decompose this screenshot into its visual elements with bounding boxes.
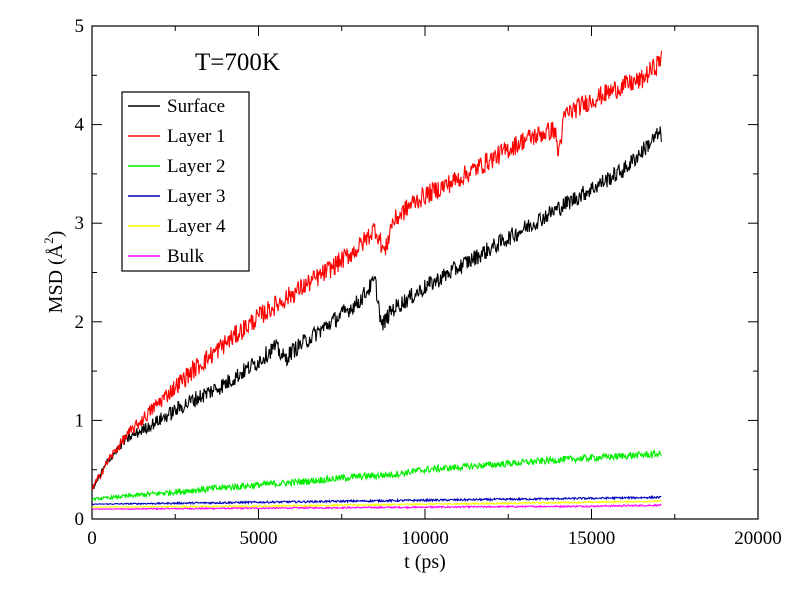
y-axis-label-prefix: MSD ( bbox=[45, 258, 67, 313]
y-tick-label: 2 bbox=[75, 312, 85, 333]
x-tick-label: 20000 bbox=[734, 528, 782, 549]
x-axis-label: t (ps) bbox=[404, 551, 446, 573]
temperature-annotation: T=700K bbox=[195, 49, 280, 76]
legend-box bbox=[121, 91, 250, 272]
y-axis-label: MSD (Å2) bbox=[41, 231, 67, 314]
legend-label: Surface bbox=[167, 96, 225, 117]
series-line-surface bbox=[91, 126, 662, 490]
x-tick-label: 5000 bbox=[240, 528, 278, 549]
legend: Surface Layer 1 Layer 2 Layer 3 Layer 4 Bulk bbox=[121, 91, 250, 272]
y-axis-label-suffix: ) bbox=[45, 231, 67, 238]
y-tick-label: 3 bbox=[75, 213, 85, 234]
x-tick-label: 0 bbox=[87, 528, 97, 549]
y-tick-label: 1 bbox=[75, 410, 85, 431]
legend-label: Layer 2 bbox=[167, 156, 226, 177]
legend-label: Layer 4 bbox=[167, 216, 226, 237]
x-tick-label: 10000 bbox=[401, 528, 449, 549]
legend-label: Layer 3 bbox=[167, 186, 226, 207]
series-line-bulk bbox=[91, 503, 662, 511]
y-axis-label-angstrom: Å bbox=[45, 243, 67, 258]
x-tick-label: 15000 bbox=[568, 528, 616, 549]
y-axis-label-exponent: 2 bbox=[41, 237, 56, 244]
series-line-layer-1 bbox=[91, 50, 662, 490]
series-line-layer-4 bbox=[91, 499, 662, 509]
y-tick-label: 4 bbox=[75, 115, 85, 136]
y-tick-label: 0 bbox=[75, 509, 85, 530]
tick-label-layer: 0 5000 10000 15000 20000 0 1 2 3 4 5 bbox=[75, 16, 782, 549]
series-layer bbox=[91, 50, 662, 511]
series-line-layer-2 bbox=[91, 449, 662, 502]
legend-label: Bulk bbox=[167, 246, 204, 267]
y-tick-label: 5 bbox=[75, 16, 85, 37]
legend-label: Layer 1 bbox=[167, 126, 226, 147]
series-line-layer-3 bbox=[91, 494, 662, 506]
tick-layer bbox=[91, 25, 759, 520]
